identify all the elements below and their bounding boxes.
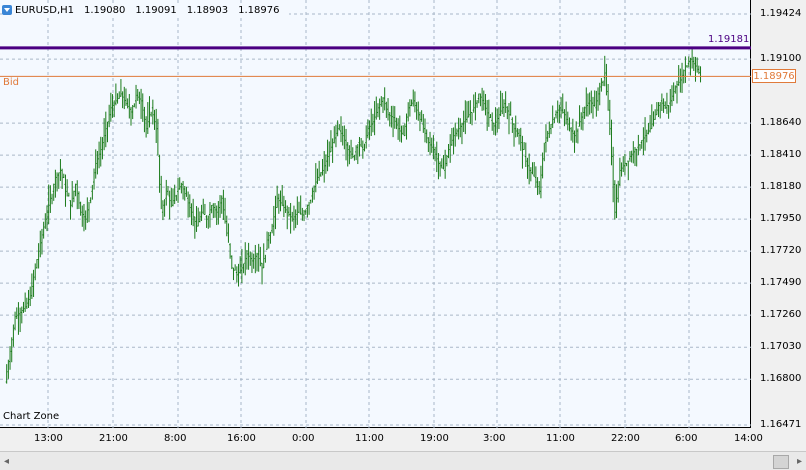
scroll-right-icon[interactable]: ▸	[796, 456, 802, 467]
price-tick-label: 1.17720	[760, 245, 802, 257]
time-tick-label: 14:00	[734, 433, 763, 444]
bid-line-label: Bid	[3, 77, 19, 89]
time-tick-label: 22:00	[611, 433, 640, 444]
bid-price-box: 1.18976	[752, 69, 796, 84]
chart-plot-area[interactable]	[0, 0, 751, 428]
horizontal-scrollbar[interactable]: ◂ ▸	[0, 451, 806, 470]
time-tick-label: 3:00	[483, 433, 506, 444]
dropdown-arrow-icon[interactable]	[2, 5, 12, 15]
scroll-thumb[interactable]	[773, 455, 789, 469]
time-tick-label: 16:00	[227, 433, 256, 444]
time-tick-label: 6:00	[675, 433, 698, 444]
price-tick-label: 1.17490	[760, 277, 802, 289]
symbol-label: EURUSD,H1	[15, 4, 75, 16]
time-tick-label: 21:00	[99, 433, 128, 444]
time-tick-label: 11:00	[546, 433, 575, 444]
price-tick-label: 1.18640	[760, 117, 802, 129]
hline-price-label[interactable]: 1.19181	[708, 33, 750, 45]
close-price: 1.18976	[238, 4, 280, 16]
time-tick-label: 8:00	[164, 433, 187, 444]
chart-header: EURUSD,H1 1.19080 1.19091 1.18903 1.1897…	[2, 3, 290, 17]
price-tick-label: 1.16800	[760, 373, 802, 385]
price-tick-label: 1.19100	[760, 53, 802, 65]
price-tick-label: 1.17260	[760, 309, 802, 321]
high-price: 1.19091	[135, 4, 177, 16]
price-tick-label: 1.19424	[760, 8, 802, 19]
scroll-left-icon[interactable]: ◂	[4, 456, 10, 467]
time-tick-label: 13:00	[34, 433, 63, 444]
price-tick-label: 1.17950	[760, 213, 802, 225]
open-price: 1.19080	[84, 4, 126, 16]
price-tick-label: 1.18410	[760, 149, 802, 161]
price-tick-label: 1.16471	[760, 419, 802, 430]
low-price: 1.18903	[186, 4, 229, 16]
price-tick-label: 1.17030	[760, 341, 802, 353]
chart-svg	[0, 0, 751, 428]
chart-zone-label: Chart Zone	[3, 411, 60, 422]
time-tick-label: 11:00	[355, 433, 384, 444]
time-tick-label: 0:00	[292, 433, 315, 444]
time-tick-label: 19:00	[420, 433, 449, 444]
price-tick-label: 1.18180	[760, 181, 802, 193]
